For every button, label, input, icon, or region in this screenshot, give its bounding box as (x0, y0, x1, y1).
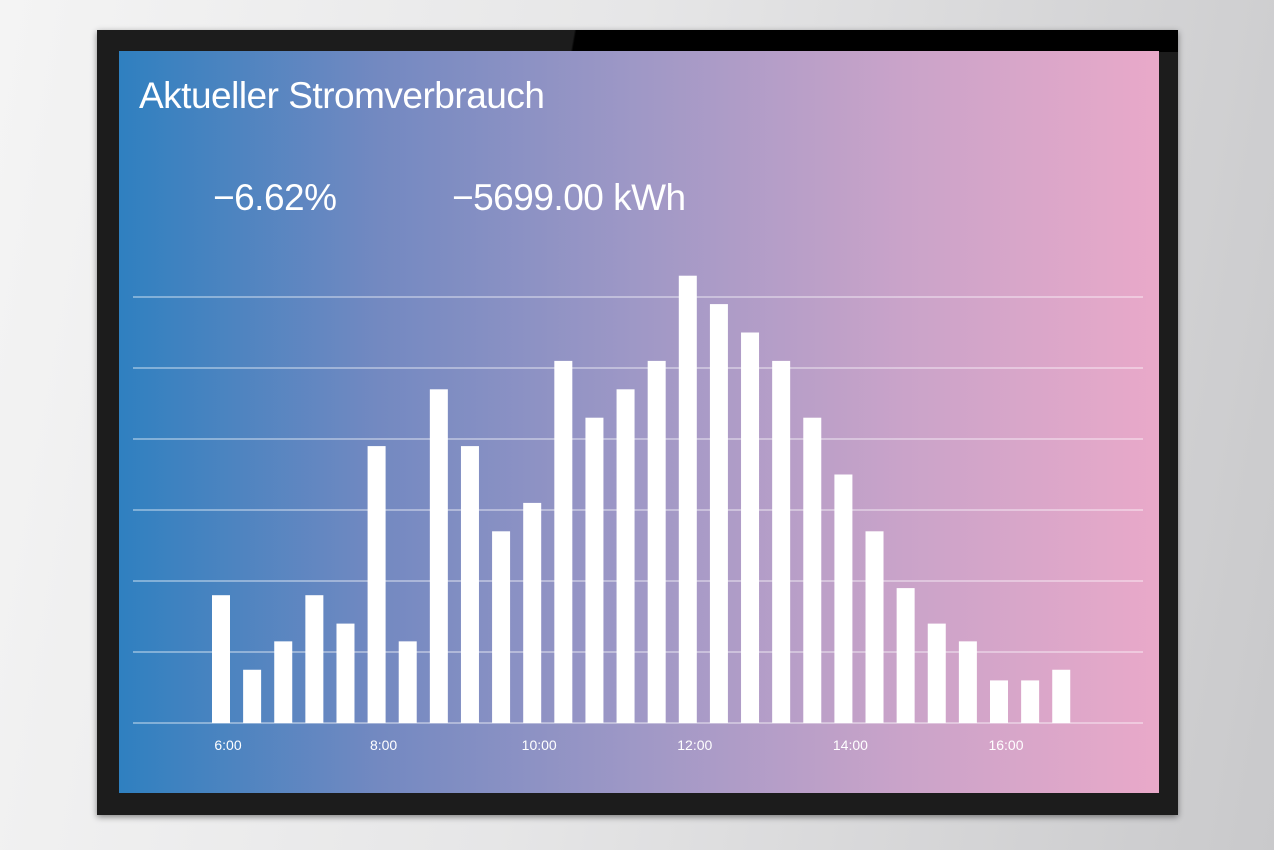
bar (274, 641, 293, 723)
bar (834, 474, 853, 723)
bar (772, 360, 791, 723)
bar (305, 595, 324, 723)
dashboard-screen: Aktueller Stromverbrauch −6.62% −5699.00… (119, 51, 1159, 793)
bar (865, 531, 884, 723)
bar (1021, 680, 1040, 723)
bar (678, 275, 697, 723)
percent-change-value: −6.62% (213, 177, 337, 218)
bar (803, 417, 822, 723)
bar (990, 680, 1008, 723)
x-tick-label: 14:00 (833, 737, 868, 753)
bar (492, 531, 511, 723)
bar (647, 360, 666, 723)
bar (460, 446, 479, 723)
page-title: Aktueller Stromverbrauch (139, 75, 545, 116)
bar (709, 304, 728, 723)
bar (398, 641, 417, 723)
frame-glare (97, 30, 1178, 52)
bar (1052, 669, 1071, 723)
bar (554, 360, 573, 723)
x-tick-label: 16:00 (988, 737, 1023, 753)
bar (212, 595, 230, 723)
x-tick-label: 8:00 (370, 737, 397, 753)
bar (336, 623, 355, 723)
bar (243, 669, 262, 723)
bar (741, 332, 760, 723)
x-tick-label: 10:00 (522, 737, 557, 753)
bar (429, 389, 448, 723)
bar (523, 502, 542, 723)
bar (958, 641, 977, 723)
x-tick-label: 12:00 (677, 737, 712, 753)
bar (616, 389, 635, 723)
x-tick-label: 6:00 (214, 737, 241, 753)
bar (585, 417, 604, 723)
consumption-bar-chart: 6:00 8:00 10:00 12:00 14:00 16:00 (133, 275, 1143, 753)
bar (927, 623, 946, 723)
bar (367, 446, 386, 723)
bar (896, 588, 915, 723)
energy-change-value: −5699.00 kWh (452, 177, 686, 218)
